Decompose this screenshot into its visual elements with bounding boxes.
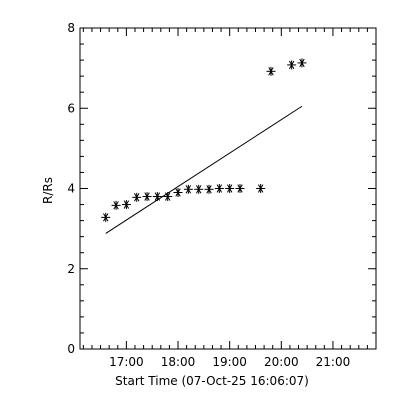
- x-tick-label: 17:00: [109, 355, 144, 369]
- data-point: [204, 184, 214, 194]
- y-tick-label: 4: [67, 182, 75, 196]
- y-tick-label: 6: [67, 101, 75, 115]
- data-point: [111, 200, 121, 210]
- fit-line: [105, 105, 303, 234]
- y-axis-label: R/Rs: [41, 177, 55, 204]
- data-point: [121, 200, 131, 210]
- fit-line-group: [105, 105, 303, 234]
- data-point: [287, 60, 297, 70]
- data-point: [163, 192, 173, 202]
- data-point: [214, 184, 224, 193]
- x-tick-label: 19:00: [212, 355, 247, 369]
- data-point: [152, 192, 162, 202]
- data-point: [183, 184, 193, 194]
- data-point: [256, 184, 266, 193]
- y-tick-label: 0: [67, 342, 75, 356]
- y-tick-label: 8: [67, 21, 75, 35]
- axes: 0 2 4 6 8 17:00 18:00 19:00 20:00 21:00: [67, 21, 377, 369]
- data-point: [297, 58, 307, 68]
- x-tick-label: 21:00: [316, 355, 351, 369]
- data-point: [101, 212, 111, 222]
- data-point: [142, 192, 152, 202]
- data-point: [132, 192, 142, 202]
- data-point: [266, 66, 276, 76]
- x-axis-label: Start Time (07-Oct-25 16:06:07): [115, 374, 309, 388]
- data-point: [173, 188, 183, 198]
- y-tick-label: 2: [67, 262, 75, 276]
- x-tick-label: 18:00: [161, 355, 196, 369]
- x-tick-label: 20:00: [264, 355, 299, 369]
- data-points: [101, 58, 307, 222]
- data-point: [225, 184, 235, 193]
- data-point: [194, 184, 204, 194]
- data-point: [235, 184, 245, 193]
